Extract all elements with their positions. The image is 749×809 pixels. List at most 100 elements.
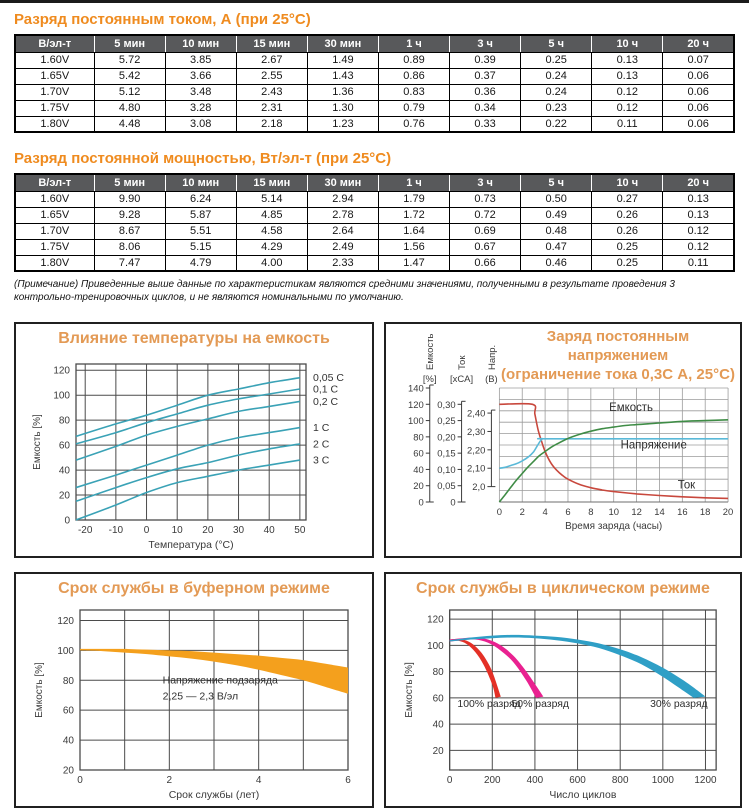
column-header: 15 мин — [235, 174, 308, 192]
table-cell: 4.48 — [93, 115, 166, 133]
column-header: 1 ч — [377, 174, 450, 192]
table-cell: 0.26 — [591, 222, 664, 240]
table-cell: 1.49 — [306, 51, 379, 69]
column-header: 5 мин — [93, 35, 166, 53]
table-cell: 8.06 — [93, 238, 166, 256]
y-tick-label: 80 — [433, 667, 445, 678]
axis-unit-label: (В) — [485, 374, 498, 385]
table-cell: 0.66 — [449, 254, 522, 272]
table-cell: 0.33 — [449, 115, 522, 133]
charts-grid: Влияние температуры на емкость 0 20 40 60 80… — [14, 322, 749, 808]
y-tick-label: 20 — [59, 491, 71, 502]
table-cell: 0.13 — [591, 67, 664, 85]
y-tick-label: 60 — [63, 706, 75, 717]
series-line — [499, 437, 729, 470]
table-cell: 0.13 — [662, 206, 735, 224]
table-cell: 0.25 — [591, 238, 664, 256]
axis-tick-label: 0 — [419, 497, 424, 508]
table-cell: 5.51 — [164, 222, 237, 240]
x-tick-label: 12 — [631, 507, 642, 518]
table-cell: 1.60V — [14, 51, 95, 69]
table-cell: 0.24 — [520, 83, 593, 101]
column-header: 5 мин — [93, 174, 166, 192]
note-text: (Примечание) Приведенные выше данные по … — [14, 279, 675, 303]
y-tick-label: 0 — [64, 516, 70, 527]
table-cell: 4.29 — [235, 238, 308, 256]
table-cell: 1.43 — [306, 67, 379, 85]
band-area — [449, 638, 501, 698]
x-tick-label: 200 — [484, 775, 501, 786]
table-cell: 0.12 — [591, 83, 664, 101]
x-axis-label: Время заряда (часы) — [565, 521, 662, 532]
table-cell: 2.94 — [306, 190, 379, 208]
table-cell: 0.26 — [591, 206, 664, 224]
x-tick-label: 14 — [654, 507, 665, 518]
axis-unit-label: [%] — [423, 374, 437, 385]
table-row: 1.60V 5.72 3.85 2.67 1.49 0.89 0.39 0.25 0.13 0.0… — [14, 51, 735, 69]
axis-tick-label: 0,30 — [437, 400, 455, 411]
y-tick-label: 120 — [53, 366, 70, 377]
float-service-life-chart: 20 40 60 80 100 120 0 2 4 6 Емкость [%] Срок службы… — [34, 609, 351, 801]
table-cell: 0.34 — [449, 99, 522, 117]
table-cell: 1.72 — [377, 206, 451, 224]
x-tick-label: 20 — [723, 507, 734, 518]
table-cell: 2.33 — [306, 254, 379, 272]
series-label: 0,1 C — [313, 383, 339, 395]
band-label: 100% разряд — [457, 699, 520, 710]
column-header: 5 ч — [520, 35, 592, 53]
table-cell: 0.79 — [377, 99, 451, 117]
series-line — [75, 459, 301, 521]
x-tick-label: 18 — [700, 507, 711, 518]
table-row: 1.75V 8.06 5.15 4.29 2.49 1.56 0.67 0.47 0.25 0.1… — [14, 238, 735, 256]
y-tick-label: 100 — [427, 641, 444, 652]
table-cell: 0.69 — [449, 222, 522, 240]
section-title-constant-power: Разряд постоянной мощностью, Вт/эл-т (пр… — [14, 150, 392, 167]
y-tick-label: 80 — [63, 676, 75, 687]
table-cell: 1.47 — [377, 254, 451, 272]
y-tick-label: 80 — [59, 416, 71, 427]
x-tick-label: 6 — [345, 775, 351, 786]
column-header: В/эл-т — [15, 174, 95, 192]
axis-tick-label: 140 — [408, 383, 424, 394]
y-axis-label: Емкость [%] — [34, 662, 45, 718]
axis-tick-label: 0,25 — [437, 416, 455, 427]
table-cell: 5.87 — [164, 206, 237, 224]
table-row: 1.70V 8.67 5.51 4.58 2.64 1.64 0.69 0.48 0.26 0.1… — [14, 222, 735, 240]
y-tick-label: 120 — [427, 615, 444, 626]
table-cell: 0.37 — [449, 67, 522, 85]
table-cell: 5.72 — [93, 51, 166, 69]
y-tick-label: 100 — [53, 391, 70, 402]
axis-tick-label: 2,10 — [467, 464, 485, 475]
column-header: 10 мин — [164, 35, 237, 53]
x-axis-label: Число циклов — [549, 790, 616, 801]
x-tick-label: 10 — [608, 507, 619, 518]
chart-title-float-life: Срок службы в буферном режиме — [58, 580, 330, 597]
panel-constant-voltage-charge: Заряд постоянным напряжением (ограничени… — [384, 322, 742, 558]
table-cell: 0.27 — [591, 190, 664, 208]
table-cell: 1.23 — [306, 115, 379, 133]
table-cell: 1.70V — [14, 83, 95, 101]
series-label: 0,2 C — [313, 396, 339, 408]
table-cell: 2.49 — [306, 238, 379, 256]
column-header: 30 мин — [306, 174, 379, 192]
series-label: Напряжение — [621, 439, 687, 451]
x-tick-label: 1200 — [694, 775, 717, 786]
series-line — [75, 388, 301, 445]
column-header: 3 ч — [449, 174, 521, 192]
series-line — [75, 426, 301, 489]
x-tick-label: 16 — [677, 507, 688, 518]
axis-tick-label: 80 — [413, 432, 424, 443]
table-cell: 5.15 — [164, 238, 237, 256]
table-cell: 2.18 — [235, 115, 308, 133]
table-cell: 2.78 — [306, 206, 379, 224]
series-label: Емкость — [609, 402, 653, 414]
table-cell: 0.89 — [377, 51, 451, 69]
band-area — [449, 637, 544, 698]
y-tick-label: 60 — [59, 441, 71, 452]
column-header: 10 ч — [591, 35, 663, 53]
x-tick-label: 600 — [569, 775, 586, 786]
column-header: 10 мин — [164, 174, 237, 192]
